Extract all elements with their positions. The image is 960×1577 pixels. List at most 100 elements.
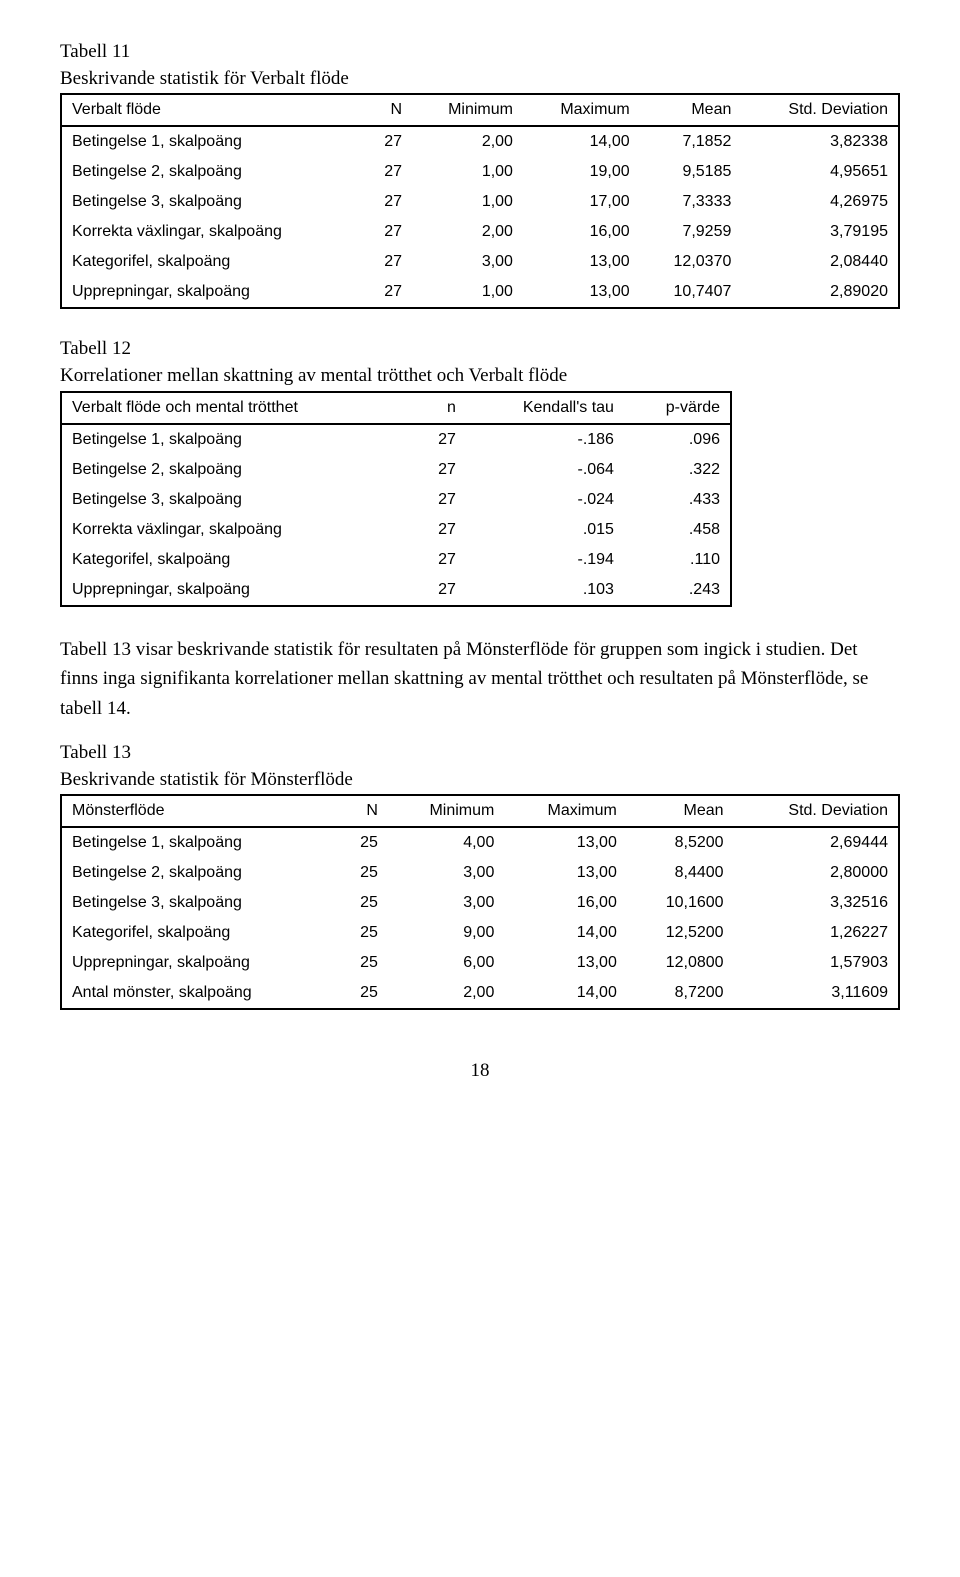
cell: Betingelse 3, skalpoäng [61, 187, 363, 217]
cell: 1,00 [412, 277, 523, 308]
table-row: Korrekta växlingar, skalpoäng 27 2,00 16… [61, 217, 899, 247]
cell: 3,00 [412, 247, 523, 277]
cell: 25 [336, 918, 388, 948]
cell: 3,32516 [734, 888, 899, 918]
cell: 4,00 [388, 827, 504, 858]
cell: 9,00 [388, 918, 504, 948]
cell: Kategorifel, skalpoäng [61, 545, 412, 575]
cell: Kategorifel, skalpoäng [61, 918, 336, 948]
cell: 2,00 [388, 978, 504, 1009]
cell: 1,00 [412, 187, 523, 217]
cell: 10,7407 [640, 277, 742, 308]
cell: 25 [336, 948, 388, 978]
table13-h3: Maximum [504, 795, 627, 827]
table-row: Betingelse 3, skalpoäng 27 -.024 .433 [61, 485, 731, 515]
cell: 27 [363, 217, 412, 247]
table-row: Betingelse 3, skalpoäng 25 3,00 16,00 10… [61, 888, 899, 918]
cell: 27 [363, 247, 412, 277]
cell: Korrekta växlingar, skalpoäng [61, 515, 412, 545]
table-row: Betingelse 2, skalpoäng 27 1,00 19,00 9,… [61, 157, 899, 187]
cell: Betingelse 2, skalpoäng [61, 455, 412, 485]
cell: 6,00 [388, 948, 504, 978]
table11-label: Tabell 11 [60, 40, 900, 65]
table13-h5: Std. Deviation [734, 795, 899, 827]
table-row: Upprepningar, skalpoäng 25 6,00 13,00 12… [61, 948, 899, 978]
table11-h5: Std. Deviation [741, 94, 899, 126]
cell: 7,1852 [640, 126, 742, 157]
table12-h1: n [412, 392, 466, 424]
cell: 27 [363, 126, 412, 157]
cell: 12,0370 [640, 247, 742, 277]
cell: 2,89020 [741, 277, 899, 308]
cell: 14,00 [504, 978, 627, 1009]
cell: 8,4400 [627, 858, 734, 888]
cell: 27 [412, 515, 466, 545]
cell: 7,3333 [640, 187, 742, 217]
cell: 2,08440 [741, 247, 899, 277]
cell: 13,00 [504, 948, 627, 978]
table13-h2: Minimum [388, 795, 504, 827]
cell: 13,00 [504, 858, 627, 888]
cell: 25 [336, 858, 388, 888]
table11-h0: Verbalt flöde [61, 94, 363, 126]
cell: 3,00 [388, 858, 504, 888]
table13-label: Tabell 13 [60, 741, 900, 766]
cell: Upprepningar, skalpoäng [61, 948, 336, 978]
table12-caption: Korrelationer mellan skattning av mental… [60, 364, 900, 389]
table-row: Antal mönster, skalpoäng 25 2,00 14,00 8… [61, 978, 899, 1009]
table-row: Kategorifel, skalpoäng 27 3,00 13,00 12,… [61, 247, 899, 277]
table12-h2: Kendall's tau [466, 392, 624, 424]
cell: Upprepningar, skalpoäng [61, 575, 412, 606]
table-row: Betingelse 2, skalpoäng 25 3,00 13,00 8,… [61, 858, 899, 888]
table13-caption: Beskrivande statistik för Mönsterflöde [60, 768, 900, 793]
cell: 27 [412, 455, 466, 485]
cell: -.024 [466, 485, 624, 515]
table13-h1: N [336, 795, 388, 827]
cell: 14,00 [504, 918, 627, 948]
cell: 25 [336, 827, 388, 858]
table13-h4: Mean [627, 795, 734, 827]
cell: 27 [412, 485, 466, 515]
cell: Betingelse 1, skalpoäng [61, 424, 412, 455]
cell: Korrekta växlingar, skalpoäng [61, 217, 363, 247]
table13: Mönsterflöde N Minimum Maximum Mean Std.… [60, 794, 900, 1010]
table12-label: Tabell 12 [60, 337, 900, 362]
cell: 25 [336, 888, 388, 918]
cell: .110 [624, 545, 731, 575]
cell: -.194 [466, 545, 624, 575]
cell: .015 [466, 515, 624, 545]
cell: 2,00 [412, 217, 523, 247]
cell: .458 [624, 515, 731, 545]
cell: 8,7200 [627, 978, 734, 1009]
cell: 12,0800 [627, 948, 734, 978]
table-row: Upprepningar, skalpoäng 27 1,00 13,00 10… [61, 277, 899, 308]
cell: Betingelse 1, skalpoäng [61, 126, 363, 157]
cell: 13,00 [523, 277, 640, 308]
cell: 2,80000 [734, 858, 899, 888]
cell: 14,00 [523, 126, 640, 157]
cell: 4,95651 [741, 157, 899, 187]
cell: 3,11609 [734, 978, 899, 1009]
cell: 13,00 [523, 247, 640, 277]
cell: Betingelse 3, skalpoäng [61, 485, 412, 515]
table-row: Kategorifel, skalpoäng 27 -.194 .110 [61, 545, 731, 575]
table11: Verbalt flöde N Minimum Maximum Mean Std… [60, 93, 900, 309]
cell: Betingelse 1, skalpoäng [61, 827, 336, 858]
table12: Verbalt flöde och mental trötthet n Kend… [60, 391, 732, 607]
cell: .322 [624, 455, 731, 485]
table-row: Betingelse 2, skalpoäng 27 -.064 .322 [61, 455, 731, 485]
cell: -.064 [466, 455, 624, 485]
cell: 3,82338 [741, 126, 899, 157]
body-paragraph: Tabell 13 visar beskrivande statistik fö… [60, 635, 900, 723]
cell: -.186 [466, 424, 624, 455]
cell: 1,26227 [734, 918, 899, 948]
cell: 4,26975 [741, 187, 899, 217]
cell: 27 [363, 157, 412, 187]
table12-h0: Verbalt flöde och mental trötthet [61, 392, 412, 424]
table11-header-row: Verbalt flöde N Minimum Maximum Mean Std… [61, 94, 899, 126]
table11-h4: Mean [640, 94, 742, 126]
cell: 27 [412, 424, 466, 455]
cell: 1,00 [412, 157, 523, 187]
cell: 13,00 [504, 827, 627, 858]
cell: 3,00 [388, 888, 504, 918]
